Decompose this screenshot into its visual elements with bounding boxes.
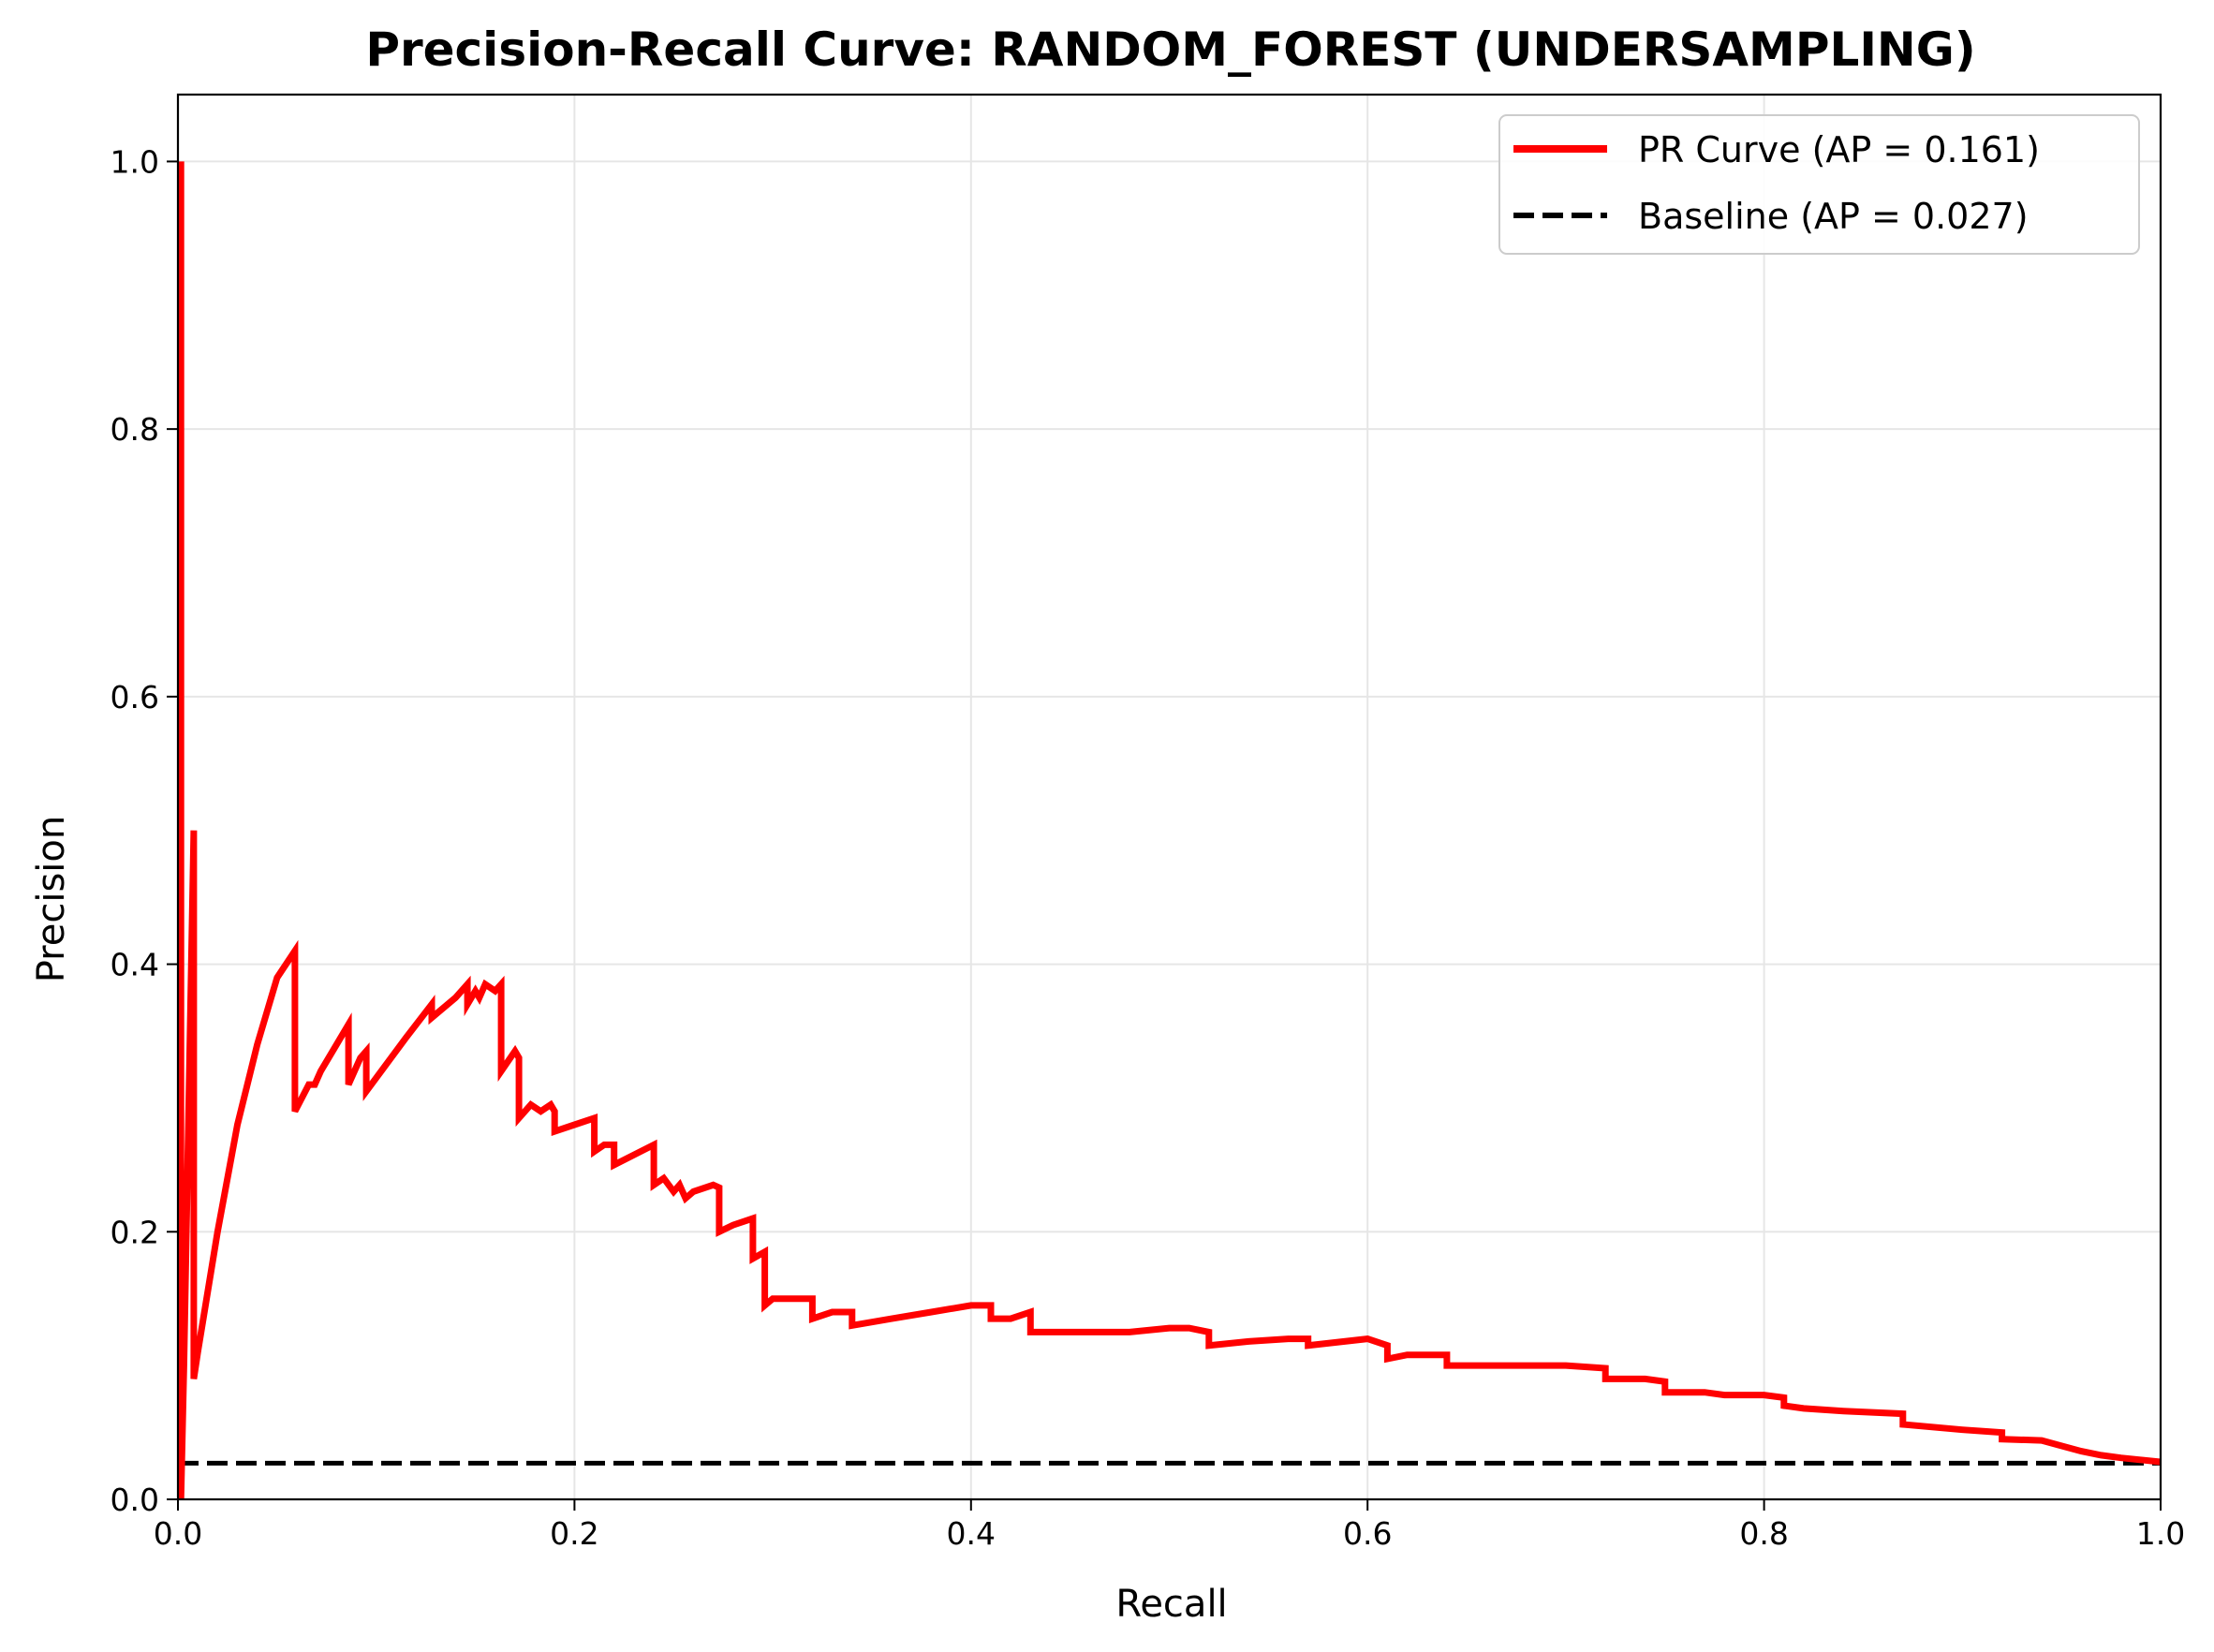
y-tick-label: 0.0 — [111, 1482, 159, 1518]
legend-label-baseline: Baseline (AP = 0.027) — [1638, 196, 2029, 237]
y-tick-label: 0.2 — [111, 1214, 159, 1250]
pr-curve-series-line — [178, 161, 2161, 1499]
x-tick-label: 1.0 — [2136, 1515, 2185, 1552]
grid-lines — [177, 95, 2162, 1500]
legend-box — [1498, 114, 2140, 255]
axis-ticks: 0.0 0.2 0.4 0.6 0.8 1.0 0.0 0.2 0.4 0.6 0.8 1.0 — [111, 143, 2186, 1552]
y-tick-label: 1.0 — [111, 143, 159, 180]
x-tick-label: 0.6 — [1343, 1515, 1392, 1552]
series-layer — [178, 161, 2161, 1499]
legend: PR Curve (AP = 0.161) Baseline (AP = 0.0… — [1498, 114, 2140, 255]
y-tick-label: 0.6 — [111, 679, 159, 715]
x-tick-label: 0.4 — [947, 1515, 996, 1552]
y-axis-label: Precision — [30, 816, 73, 982]
legend-label-pr-curve: PR Curve (AP = 0.161) — [1638, 129, 2040, 170]
plot-frame — [176, 93, 2162, 1501]
x-tick-label: 0.8 — [1739, 1515, 1788, 1552]
x-tick-label: 0.0 — [154, 1515, 202, 1552]
chart-title: Precision-Recall Curve: RANDOM_FOREST (U… — [365, 22, 1975, 77]
x-axis-label: Recall — [1115, 1583, 1227, 1626]
y-tick-label: 0.4 — [111, 947, 159, 983]
x-tick-label: 0.2 — [550, 1515, 598, 1552]
y-tick-label: 0.8 — [111, 411, 159, 448]
